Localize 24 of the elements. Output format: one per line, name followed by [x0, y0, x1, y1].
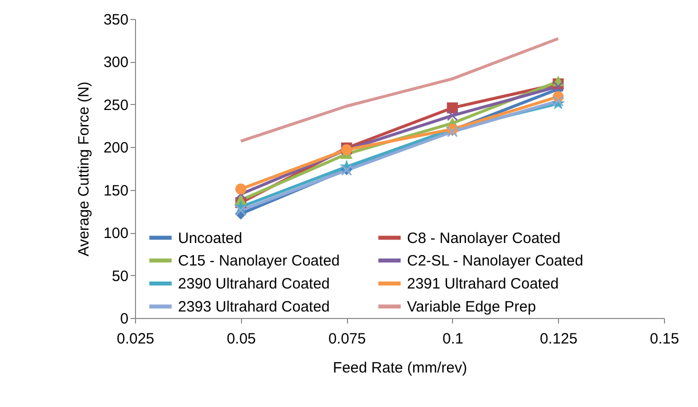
legend-label: 2390 Ultrahard Coated — [178, 276, 330, 292]
y-tick-label: 300 — [103, 54, 128, 72]
legend-label: C8 - Nanolayer Coated — [407, 230, 560, 247]
y-tick-label: 50 — [112, 268, 128, 285]
legend-label: C2-SL - Nanolayer Coated — [407, 252, 584, 270]
legend-label: 2391 Ultrahard Coated — [407, 276, 559, 292]
x-tick-label: 0.1 — [442, 330, 464, 348]
y-tick-label: 100 — [103, 225, 128, 242]
x-tick-label: 0.05 — [226, 330, 256, 348]
legend-label: C15 - Nanolayer Coated — [178, 252, 340, 270]
x-tick-label: 0.025 — [116, 330, 154, 348]
y-tick-label: 250 — [103, 96, 128, 114]
x-tick-label: 0.15 — [650, 330, 680, 348]
y-tick-label: 0 — [120, 310, 128, 328]
y-tick-label: 200 — [103, 140, 128, 157]
y-tick-label: 350 — [103, 12, 128, 28]
x-tick-label: 0.075 — [328, 330, 366, 348]
legend-label: 2393 Ultrahard Coated — [178, 298, 330, 316]
x-tick-label: 0.125 — [540, 330, 578, 348]
y-axis-title: Average Cutting Force (N) — [75, 82, 92, 256]
legend-label: Variable Edge Prep — [407, 298, 536, 316]
legend-label: Uncoated — [178, 230, 242, 247]
x-axis-title: Feed Rate (mm/rev) — [332, 360, 468, 376]
y-tick-label: 150 — [103, 182, 128, 200]
